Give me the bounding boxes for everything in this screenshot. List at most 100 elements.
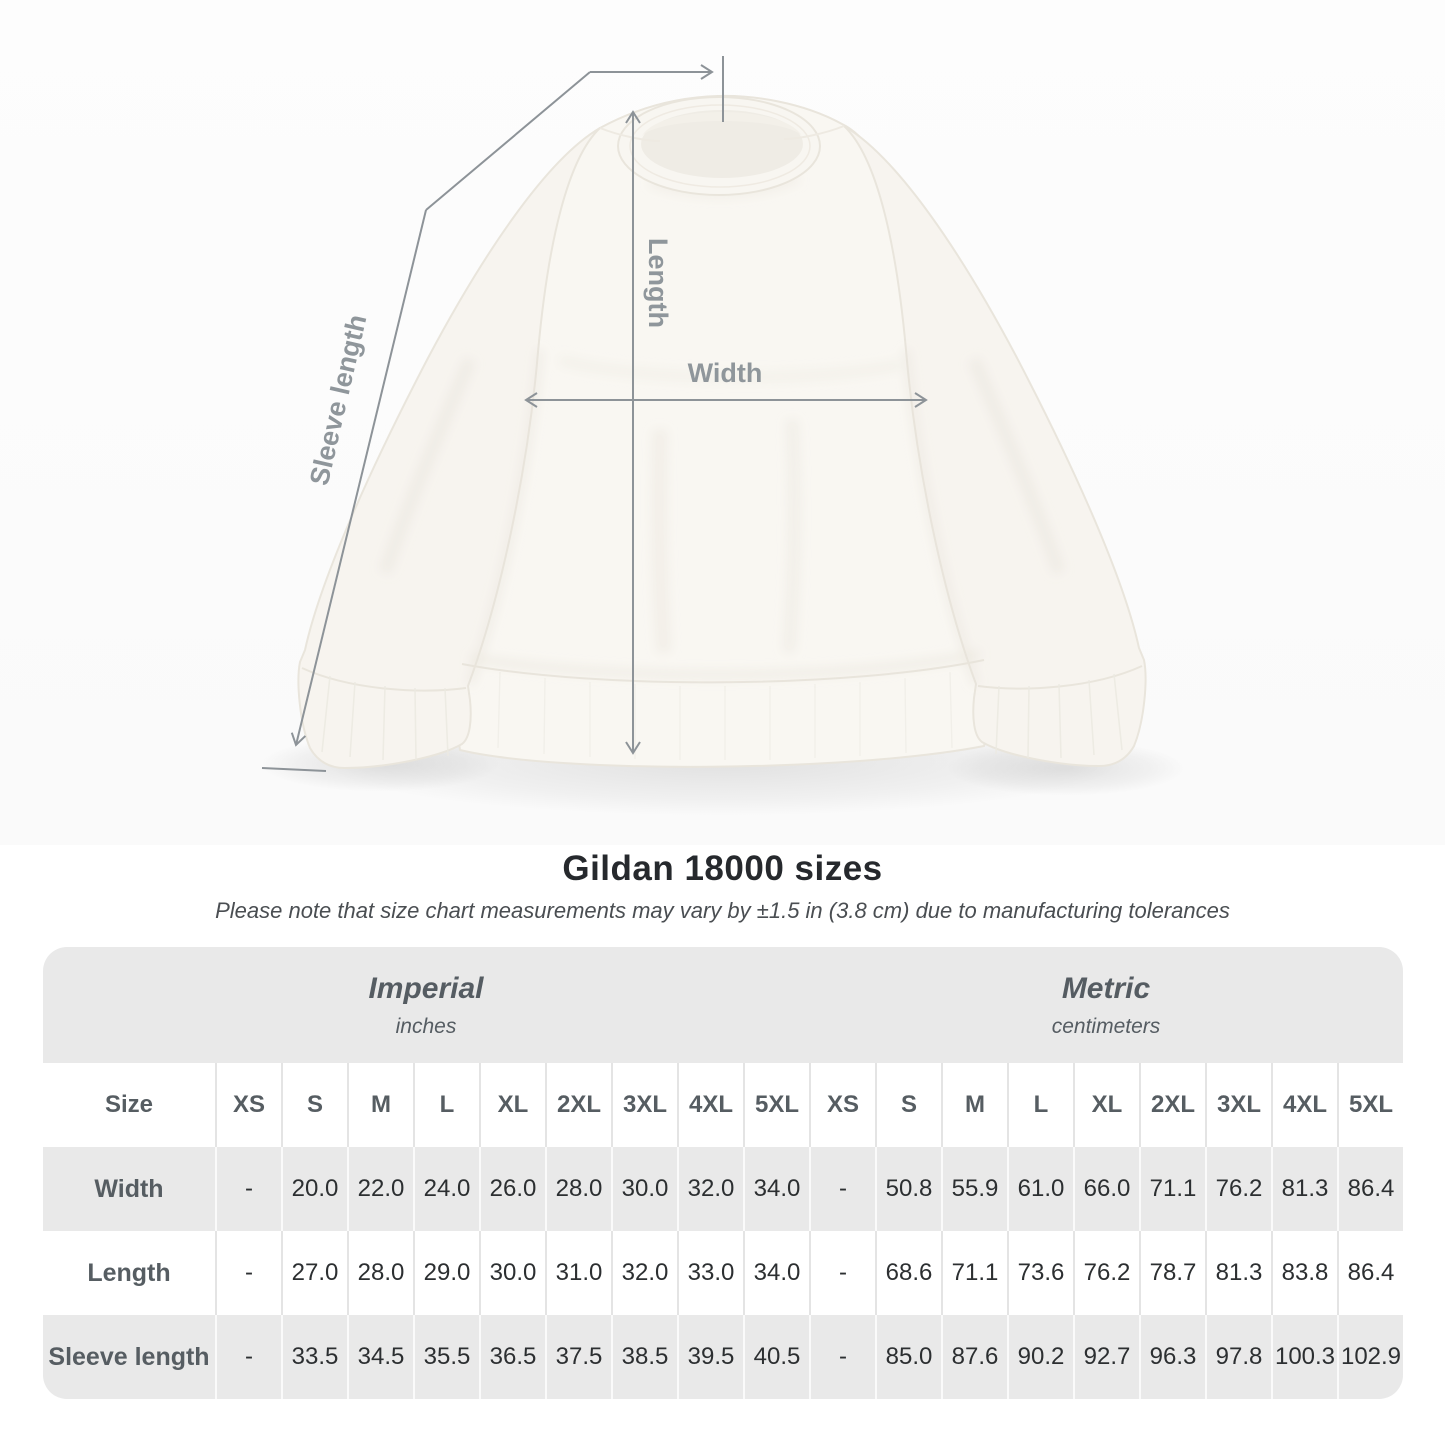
table-cell: 83.8 bbox=[1271, 1231, 1337, 1315]
table-cell: 76.2 bbox=[1205, 1147, 1271, 1231]
width-label: Width bbox=[688, 358, 763, 388]
sleeve-measure-upper-diagonal bbox=[425, 71, 591, 211]
size-header: 5XL bbox=[1337, 1063, 1403, 1147]
table-row-width: Width - 20.0 22.0 24.0 26.0 28.0 30.0 32… bbox=[43, 1147, 1403, 1231]
size-table: Imperial inches Metric centimeters Size … bbox=[43, 947, 1403, 1399]
row-label: Length bbox=[87, 1258, 171, 1287]
size-header: 3XL bbox=[611, 1063, 677, 1147]
row-label: Width bbox=[94, 1174, 164, 1203]
table-cell: 81.3 bbox=[1271, 1147, 1337, 1231]
size-header: 2XL bbox=[545, 1063, 611, 1147]
table-cell: 87.6 bbox=[941, 1315, 1007, 1399]
table-cell: 20.0 bbox=[281, 1147, 347, 1231]
table-cell: 71.1 bbox=[941, 1231, 1007, 1315]
size-header: XS bbox=[215, 1063, 281, 1147]
size-header: L bbox=[413, 1063, 479, 1147]
table-cell: 26.0 bbox=[479, 1147, 545, 1231]
table-cell: 27.0 bbox=[281, 1231, 347, 1315]
table-cell: 32.0 bbox=[677, 1147, 743, 1231]
table-cell: 68.6 bbox=[875, 1231, 941, 1315]
table-cell: 85.0 bbox=[875, 1315, 941, 1399]
table-cell: 36.5 bbox=[479, 1315, 545, 1399]
waistband-ribs bbox=[497, 671, 953, 760]
size-header: XL bbox=[479, 1063, 545, 1147]
table-cell: 90.2 bbox=[1007, 1315, 1073, 1399]
table-cell: 34.0 bbox=[743, 1231, 809, 1315]
size-column-header: Size bbox=[104, 1091, 154, 1118]
size-header: 5XL bbox=[743, 1063, 809, 1147]
table-cell: 35.5 bbox=[413, 1315, 479, 1399]
size-header: XS bbox=[809, 1063, 875, 1147]
size-header: 4XL bbox=[677, 1063, 743, 1147]
size-header-row: Size XS S M L XL 2XL 3XL 4XL 5XL XS S M … bbox=[43, 1063, 1403, 1147]
table-cell: 100.3 bbox=[1271, 1315, 1337, 1399]
table-cell: 31.0 bbox=[545, 1231, 611, 1315]
right-shoulder-seam bbox=[783, 125, 845, 140]
cuff-tick bbox=[261, 767, 327, 772]
table-cell: 34.5 bbox=[347, 1315, 413, 1399]
metric-subtitle: centimeters bbox=[1051, 1014, 1161, 1038]
size-header: S bbox=[281, 1063, 347, 1147]
table-cell: 86.4 bbox=[1337, 1231, 1403, 1315]
table-cell: 97.8 bbox=[1205, 1315, 1271, 1399]
table-cell: 33.0 bbox=[677, 1231, 743, 1315]
table-cell: 32.0 bbox=[611, 1231, 677, 1315]
table-row-sleeve-length: Sleeve length - 33.5 34.5 35.5 36.5 37.5… bbox=[43, 1315, 1403, 1399]
metric-title: Metric bbox=[1061, 971, 1151, 1005]
imperial-subtitle: inches bbox=[395, 1014, 457, 1038]
table-cell: - bbox=[215, 1315, 281, 1399]
table-cell: 78.7 bbox=[1139, 1231, 1205, 1315]
table-cell: 61.0 bbox=[1007, 1147, 1073, 1231]
size-header: L bbox=[1007, 1063, 1073, 1147]
page-title: Gildan 18000 sizes bbox=[562, 849, 883, 888]
unit-header-band: Imperial inches Metric centimeters bbox=[43, 947, 1403, 1063]
size-header: 4XL bbox=[1271, 1063, 1337, 1147]
table-cell: 22.0 bbox=[347, 1147, 413, 1231]
table-cell: 81.3 bbox=[1205, 1231, 1271, 1315]
table-cell: 33.5 bbox=[281, 1315, 347, 1399]
table-cell: 39.5 bbox=[677, 1315, 743, 1399]
table-cell: - bbox=[809, 1231, 875, 1315]
table-cell: - bbox=[809, 1315, 875, 1399]
table-cell: 30.0 bbox=[479, 1231, 545, 1315]
table-cell: - bbox=[215, 1231, 281, 1315]
imperial-header: Imperial inches bbox=[43, 947, 809, 1063]
waistband-seam bbox=[461, 659, 985, 684]
table-cell: 92.7 bbox=[1073, 1315, 1139, 1399]
size-header: 3XL bbox=[1205, 1063, 1271, 1147]
table-cell: 55.9 bbox=[941, 1147, 1007, 1231]
collar bbox=[617, 96, 821, 196]
title-block: Gildan 18000 sizes Please note that size… bbox=[0, 845, 1445, 924]
cuff-ribs bbox=[321, 673, 1123, 761]
size-header: 2XL bbox=[1139, 1063, 1205, 1147]
table-cell: 40.5 bbox=[743, 1315, 809, 1399]
metric-header: Metric centimeters bbox=[809, 947, 1403, 1063]
table-cell: 28.0 bbox=[347, 1231, 413, 1315]
table-cell: 24.0 bbox=[413, 1147, 479, 1231]
table-cell: 66.0 bbox=[1073, 1147, 1139, 1231]
table-cell: 38.5 bbox=[611, 1315, 677, 1399]
size-header: XL bbox=[1073, 1063, 1139, 1147]
table-cell: 96.3 bbox=[1139, 1315, 1205, 1399]
table-row-length: Length - 27.0 28.0 29.0 30.0 31.0 32.0 3… bbox=[43, 1231, 1403, 1315]
row-label: Sleeve length bbox=[48, 1342, 210, 1371]
size-header: M bbox=[347, 1063, 413, 1147]
table-cell: 34.0 bbox=[743, 1147, 809, 1231]
table-cell: 71.1 bbox=[1139, 1147, 1205, 1231]
table-cell: 50.8 bbox=[875, 1147, 941, 1231]
table-cell: 28.0 bbox=[545, 1147, 611, 1231]
sleeve-measure-lower-diagonal bbox=[290, 209, 427, 747]
table-cell: 76.2 bbox=[1073, 1231, 1139, 1315]
tolerance-note: Please note that size chart measurements… bbox=[215, 898, 1230, 923]
sweatshirt-diagram: Width Length Sleeve length bbox=[0, 0, 1445, 845]
table-cell: 37.5 bbox=[545, 1315, 611, 1399]
imperial-title: Imperial bbox=[368, 971, 484, 1005]
table-cell: 73.6 bbox=[1007, 1231, 1073, 1315]
back-neck bbox=[642, 112, 802, 136]
product-photo-area: Width Length Sleeve length bbox=[0, 0, 1445, 845]
table-cell: 30.0 bbox=[611, 1147, 677, 1231]
table-cell: 86.4 bbox=[1337, 1147, 1403, 1231]
size-header: S bbox=[875, 1063, 941, 1147]
measurement-lines bbox=[261, 56, 928, 772]
